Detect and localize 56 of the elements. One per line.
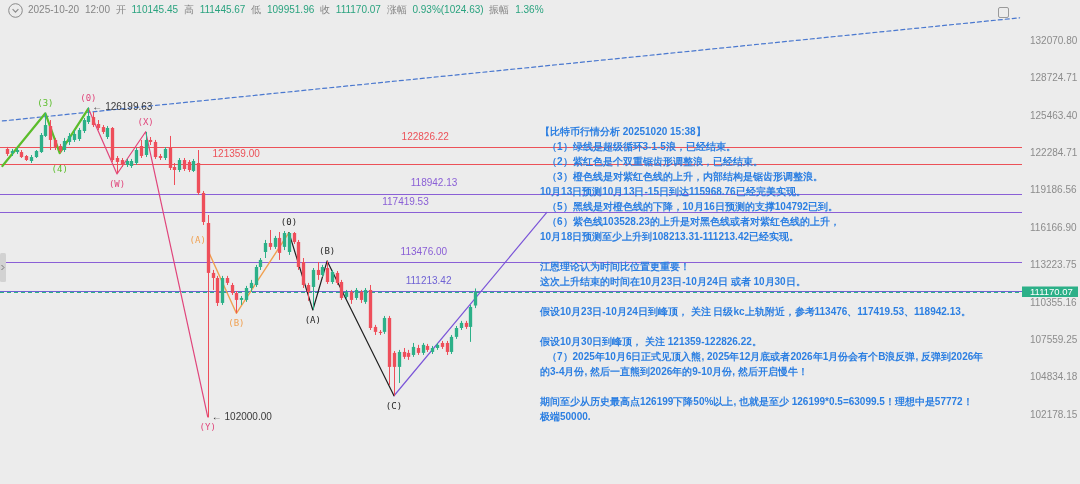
annotation: （3）橙色线是对紫红色线的上升，内部结构是锯齿形调整浪。: [547, 169, 823, 184]
annotation: (A): [189, 234, 206, 245]
annotation: (4): [51, 163, 68, 174]
ref-line-label: 121359.00: [212, 148, 261, 160]
annotation: (X): [137, 116, 154, 127]
y-tick-label: 116166.90: [1030, 221, 1077, 233]
ref-line-label: 117419.53: [382, 196, 430, 208]
annotation: （7）2025年10月6日正式见顶入熊, 2025年12月底或者2026年1月份会有个B浪反弹, 反弹到2026年: [547, 349, 984, 364]
annotation: (0): [80, 93, 97, 104]
y-tick-label: 104834.18: [1030, 371, 1078, 383]
ref-line-label: 113476.00: [400, 245, 448, 257]
annotation: 假设10月23日-10月24日到峰顶， 关注 日级kc上轨附近，参考113476、117419.53、118942.13。: [540, 304, 971, 319]
y-tick-label: 107559.25: [1030, 333, 1078, 345]
annotation: （5）黑线是对橙色线的下降，10月16日预测的支撑104792已到。: [547, 199, 839, 214]
annotation: 极端50000.: [540, 409, 591, 424]
annotation: 10月18日预测至少上升到108213.31-111213.42已经实现。: [540, 229, 800, 244]
ref-line-label: 111213.42: [405, 275, 452, 287]
annotation: 这次上升结束的时间在10月23日-10月24日 或者 10月30日。: [540, 274, 806, 289]
y-tick-label: 113223.75: [1030, 259, 1077, 271]
candlestick: [282, 230, 287, 251]
annotation: 的3-4月份, 然后一直熊到2026年的9-10月份, 然后开启慢牛！: [540, 364, 808, 379]
annotation: 【比特币行情分析 20251020 15:38】: [540, 124, 706, 139]
candlestick: [287, 231, 292, 256]
annotation: (B): [319, 245, 336, 256]
ref-line-label: 118942.13: [410, 177, 458, 189]
y-tick-label: 110355.16: [1030, 296, 1077, 308]
annotation: （2）紫红色是个双重锯齿形调整浪，已经结束。: [547, 154, 763, 169]
y-tick-label: 122284.71: [1030, 147, 1078, 159]
annotation: ← 126199.63: [92, 101, 153, 113]
candlestick: [397, 349, 402, 384]
y-tick-label: 102178.15: [1030, 408, 1078, 420]
annotation: (W): [108, 178, 126, 189]
annotation: ← 102000.00: [211, 411, 273, 423]
annotation: (B): [228, 318, 245, 329]
ref-line-label: 111170.07: [1030, 285, 1073, 297]
y-tick-label: 119186.56: [1030, 184, 1077, 196]
y-tick-label: 128724.71: [1030, 72, 1078, 84]
y-tick-label: 125463.40: [1030, 109, 1078, 121]
candlestick: [268, 229, 273, 251]
candlestick: [254, 264, 259, 288]
chart-title: 2025-10-20 12:00 开 110145.45 高 111445.67 低 109951.96 收 111170.07 涨幅 0.93%(1024.63) 振幅 1.36%: [28, 4, 544, 15]
annotation: 假设10月30日到峰顶， 关注 121359-122826.22。: [540, 334, 762, 349]
annotation: (0): [280, 217, 298, 228]
candlestick: [301, 257, 306, 289]
ref-line-label: 122826.22: [401, 130, 450, 142]
candlestick: [234, 290, 239, 314]
annotation: （6）紫色线103528.23的上升是对黑色线或者对紫红色线的上升，: [547, 214, 840, 229]
candlestick: [263, 239, 268, 259]
annotation: (A): [304, 314, 321, 325]
annotation: 期间至少从历史最高点126199下降50%以上, 也就是至少 126199*0.5=63099.5！理想中是57772！: [540, 394, 973, 409]
annotation: (3): [37, 98, 54, 109]
annotation: 10月13日预测10月13日-15日到达115968.76已经完美实现。: [540, 184, 806, 199]
y-tick-label: 132070.80: [1030, 34, 1078, 46]
annotation: (Y): [199, 421, 216, 432]
annotation: 江恩理论认为时间比位置更重要！: [540, 259, 690, 274]
annotation: (C): [385, 400, 403, 411]
